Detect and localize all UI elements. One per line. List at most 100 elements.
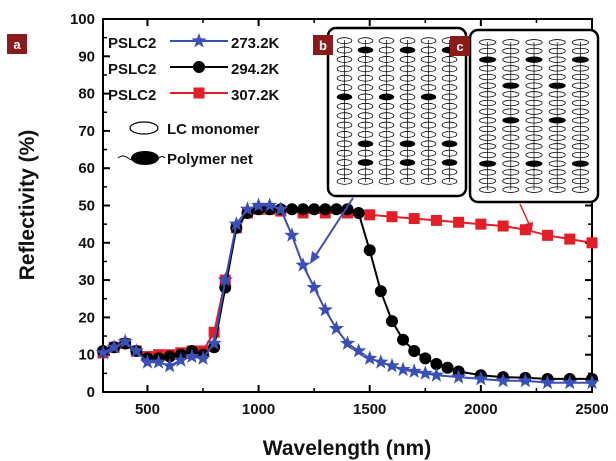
legend-temp-2: 294.2K — [231, 61, 280, 78]
star-marker — [362, 350, 378, 365]
circle-marker — [308, 203, 321, 216]
circle-marker — [297, 203, 310, 216]
star-marker — [384, 357, 400, 373]
panel-b-label: b — [319, 38, 327, 53]
circle-marker — [363, 244, 376, 257]
star-marker — [251, 197, 267, 212]
y-tick-label: 40 — [78, 235, 95, 252]
star-marker — [117, 333, 133, 349]
square-marker — [475, 218, 487, 230]
square-marker — [453, 216, 465, 228]
circle-marker — [285, 203, 298, 216]
x-tick-label: 1000 — [242, 401, 275, 418]
circle-marker — [319, 203, 332, 216]
legend: PSLC2 273.2K PSLC2 294.2K PSLC2 307.2K L… — [108, 33, 280, 168]
star-marker — [239, 201, 256, 216]
square-marker — [430, 214, 442, 226]
circle-marker — [385, 315, 398, 328]
star-marker — [417, 365, 433, 380]
star-marker — [539, 374, 556, 390]
square-marker — [564, 233, 576, 245]
circle-marker — [193, 61, 205, 73]
legend-temp-1: 273.2K — [231, 35, 280, 52]
square-marker — [193, 87, 205, 99]
star-marker — [128, 343, 144, 358]
star-marker — [317, 301, 333, 317]
star-marker — [306, 279, 322, 294]
x-tick-label: 500 — [135, 401, 160, 418]
star-marker — [228, 216, 244, 231]
series-star — [95, 197, 600, 390]
star-marker — [217, 272, 233, 287]
legend-swatches — [170, 33, 228, 99]
y-tick-labels: 0 10 20 30 40 50 60 70 80 90 100 — [70, 11, 95, 401]
circle-marker — [397, 333, 410, 346]
y-tick-label: 60 — [78, 160, 95, 177]
legend-polymer-net: Polymer net — [167, 151, 253, 168]
square-marker — [408, 213, 420, 225]
y-tick-label: 10 — [78, 347, 95, 364]
star-marker — [584, 374, 600, 390]
star-marker — [284, 227, 300, 242]
square-marker — [386, 211, 398, 223]
y-tick-label: 30 — [78, 272, 95, 289]
inset-arrows — [310, 197, 533, 264]
star-marker — [562, 374, 578, 390]
star-marker — [139, 354, 156, 369]
square-marker — [497, 220, 509, 232]
circle-marker — [419, 352, 432, 365]
circle-marker — [374, 285, 387, 298]
circle-marker — [163, 350, 176, 363]
star-marker — [395, 361, 411, 377]
y-tick-label: 70 — [78, 123, 95, 140]
legend-prefix-3: PSLC2 — [108, 87, 156, 104]
series-layer — [95, 197, 600, 390]
inset-b-lc-drawing — [336, 37, 458, 185]
legend-prefix-1: PSLC2 — [108, 35, 156, 52]
polymer-net-icon — [117, 151, 166, 165]
star-marker — [273, 201, 289, 216]
star-marker — [328, 320, 344, 336]
y-tick-label: 80 — [78, 86, 95, 103]
x-axis-title: Wavelength (nm) — [263, 437, 431, 460]
circle-marker — [408, 344, 421, 357]
square-marker — [208, 326, 220, 338]
x-tick-label: 1500 — [353, 401, 386, 418]
star-marker — [451, 369, 467, 384]
x-tick-label: 2500 — [575, 401, 608, 418]
star-marker — [373, 354, 389, 369]
star-marker — [184, 348, 200, 363]
inset-c-lc-drawing — [479, 39, 589, 193]
legend-lc-monomer: LC monomer — [167, 121, 260, 138]
star-marker — [262, 197, 278, 212]
y-tick-label: 0 — [87, 384, 95, 401]
star-marker — [206, 335, 222, 350]
x-tick-labels: 500 1000 1500 2000 2500 — [135, 401, 609, 418]
star-marker — [151, 354, 167, 369]
star-marker — [339, 335, 356, 350]
legend-prefix-2: PSLC2 — [108, 61, 156, 78]
star-marker — [428, 367, 444, 382]
panel-a-badge: a — [7, 34, 27, 54]
star-marker — [191, 33, 207, 48]
square-marker — [542, 229, 554, 241]
inset-b: b — [313, 26, 468, 198]
lc-monomer-icon — [129, 121, 159, 135]
star-marker — [473, 370, 489, 386]
star-marker — [173, 352, 189, 367]
circle-marker — [352, 206, 365, 219]
circle-marker — [441, 361, 454, 374]
series-line — [102, 208, 593, 358]
star-marker — [351, 343, 367, 358]
x-tick-label: 2000 — [464, 401, 497, 418]
inset-c: c — [450, 28, 600, 204]
star-marker — [295, 257, 311, 272]
legend-temp-3: 307.2K — [231, 87, 280, 104]
star-marker — [195, 350, 211, 365]
square-marker — [586, 237, 598, 249]
panel-c-label: c — [456, 39, 463, 54]
square-marker — [519, 224, 531, 236]
star-marker — [95, 344, 111, 360]
y-tick-label: 100 — [70, 11, 95, 28]
